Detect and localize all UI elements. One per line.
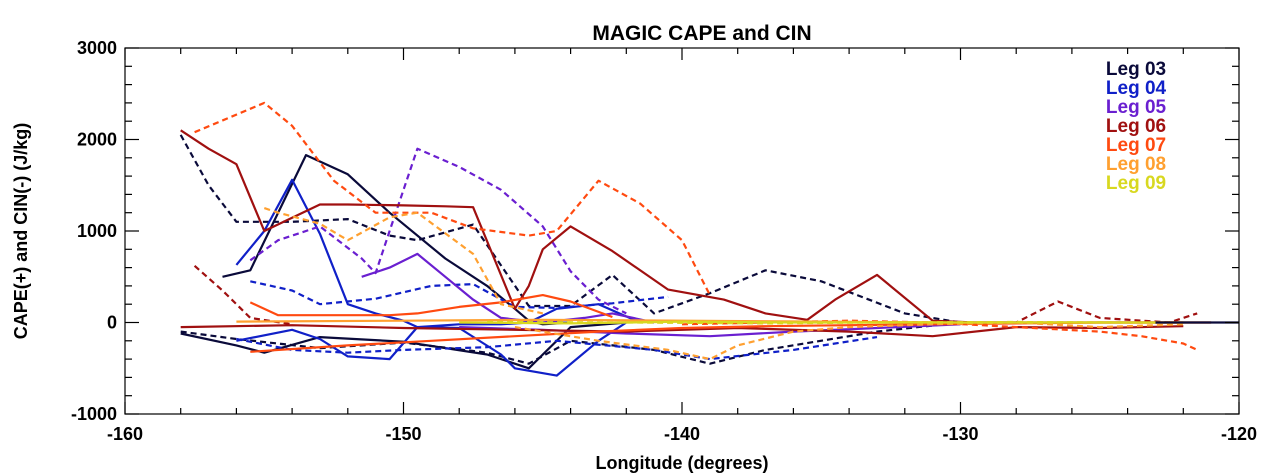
- legend-item-leg-06: Leg 06: [1106, 116, 1166, 137]
- x-tick-label: -130: [942, 424, 978, 444]
- series-line-leg-05-dashed: [249, 147, 627, 315]
- series-line-leg-04-solid: [235, 178, 641, 329]
- legend-item-leg-03: Leg 03: [1106, 59, 1166, 80]
- legend-item-leg-07: Leg 07: [1106, 135, 1166, 156]
- y-tick-label: -1000: [71, 404, 117, 424]
- y-tick-label: 1000: [77, 221, 117, 241]
- x-axis-label: Longitude (degrees): [595, 453, 768, 473]
- legend-item-leg-09: Leg 09: [1106, 173, 1166, 194]
- legend-item-leg-04: Leg 04: [1106, 78, 1167, 99]
- series-line-leg-07-dashed: [194, 101, 711, 296]
- legend-item-leg-08: Leg 08: [1106, 154, 1166, 175]
- series-line-leg-08-dashed: [514, 321, 1184, 361]
- y-tick-label: 0: [107, 313, 117, 333]
- series-line-leg-03-dashed: [180, 321, 961, 365]
- series-line-leg-03-solid: [180, 321, 627, 370]
- series-line-leg-08-dashed: [263, 207, 544, 315]
- series-line-leg-05-solid: [361, 252, 655, 324]
- series-line-leg-04-dashed: [236, 336, 878, 361]
- series-line-leg-06-dashed: [932, 300, 1198, 324]
- y-tick-label: 2000: [77, 130, 117, 150]
- series-line-leg-03-dashed: [179, 134, 961, 324]
- plot-area: -160 -150 -140 -130 -120 -1000 0 1000 2000 3000: [71, 38, 1257, 444]
- series-line-leg-06-solid: [180, 129, 1212, 324]
- x-tick-label: -120: [1221, 424, 1257, 444]
- x-tick-label: -150: [385, 424, 421, 444]
- plot-frame: [124, 47, 1240, 415]
- series-line-leg-09-dashed: [487, 320, 1128, 325]
- y-axis-label: CAPE(+) and CIN(-) (J/kg): [11, 123, 31, 340]
- chart-title: MAGIC CAPE and CIN: [592, 22, 811, 45]
- series-line-leg-06-solid: [180, 324, 1184, 338]
- y-tick-label: 3000: [77, 38, 117, 58]
- legend-item-leg-05: Leg 05: [1106, 97, 1167, 118]
- series-line-leg-07-solid: [249, 294, 613, 319]
- ticks-layer: -160 -150 -140 -130 -120 -1000 0 1000 2000 3000: [71, 38, 1257, 444]
- x-tick-label: -140: [664, 424, 700, 444]
- series-layer: [179, 101, 1239, 377]
- x-tick-label: -160: [107, 424, 143, 444]
